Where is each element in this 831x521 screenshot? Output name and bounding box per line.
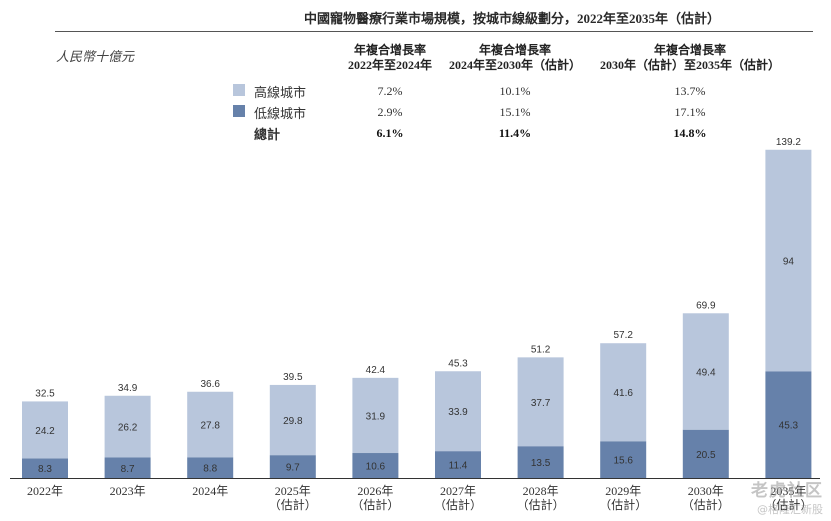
data-label-low-tier: 11.4	[449, 461, 468, 472]
bar-high-tier	[187, 391, 234, 458]
bar-high-tier	[269, 384, 316, 456]
cagr-total-2022-2024: 6.1%	[376, 126, 404, 140]
bar-low-tier	[765, 371, 812, 478]
data-label-low-tier: 45.3	[779, 421, 799, 432]
x-tick-label-year: 2027年	[440, 484, 476, 498]
x-tick-label-note: （估計）	[269, 497, 317, 512]
data-label-high-tier: 37.7	[531, 398, 551, 409]
data-label-high-tier: 49.4	[696, 367, 716, 378]
x-tick-label-year: 2035年	[770, 484, 806, 498]
title-rule	[55, 31, 813, 32]
bar-high-tier	[104, 395, 151, 458]
x-tick-label-note: （估計）	[351, 497, 399, 512]
bar-low-tier	[600, 441, 647, 478]
bar-high-tier	[600, 343, 647, 442]
x-tick-label-note: （估計）	[434, 497, 482, 512]
data-label-high-tier: 31.9	[366, 411, 386, 422]
x-tick-label-year: 2028年	[523, 484, 559, 498]
bar-low-tier	[352, 453, 399, 478]
legend-label-high-tier: 高線城市	[254, 85, 307, 100]
cagr-header-1: 年複合增長率 2022年至2024年	[330, 43, 450, 73]
x-tick-label-year: 2023年	[110, 484, 146, 498]
legend-swatch-high-tier	[233, 84, 245, 96]
cagr-low-2024-2030: 15.1%	[499, 105, 531, 119]
x-tick-label-note: （估計）	[682, 497, 730, 512]
data-label-low-tier: 9.7	[286, 463, 300, 474]
data-label-high-tier: 29.8	[283, 416, 303, 427]
data-label-low-tier: 8.7	[121, 464, 135, 475]
x-tick-label-year: 2025年	[275, 484, 311, 498]
x-tick-label-note: （估計）	[764, 497, 812, 512]
bar-low-tier	[187, 457, 234, 478]
x-tick-label-note: （估計）	[599, 497, 647, 512]
legend-swatch-low-tier	[233, 105, 245, 117]
unit-label: 人民幣十億元	[56, 49, 135, 64]
x-tick-label-note: （估計）	[517, 497, 565, 512]
watermark-main: 老虎社区	[751, 481, 823, 501]
bar-high-tier	[22, 401, 68, 459]
data-label-low-tier: 8.8	[203, 464, 217, 475]
cagr-header-1-line1: 年複合增長率	[353, 43, 426, 57]
data-label-high-tier: 41.6	[613, 388, 633, 399]
watermark-sub: @格隆汇新股	[757, 503, 823, 516]
bar-low-tier	[269, 455, 316, 478]
data-label-high-tier: 94	[783, 257, 795, 268]
bar-high-tier	[517, 357, 564, 447]
x-tick-label-year: 2024年	[192, 484, 228, 498]
data-label-low-tier: 10.6	[366, 462, 386, 473]
bar-low-tier	[435, 451, 481, 478]
cagr-total-2030-2035: 14.8%	[673, 126, 707, 140]
cagr-high-2024-2030: 10.1%	[499, 84, 531, 98]
bar-high-tier	[352, 377, 399, 454]
total-label: 139.2	[776, 137, 801, 148]
bar-high-tier	[682, 313, 729, 430]
data-label-high-tier: 33.9	[448, 407, 468, 418]
cagr-header-1-line2: 2022年至2024年	[347, 58, 432, 72]
cagr-high-2030-2035: 13.7%	[674, 84, 706, 98]
x-tick-label-year: 2026年	[357, 484, 393, 498]
bar-high-tier	[435, 371, 481, 452]
data-label-low-tier: 20.5	[696, 450, 716, 461]
cagr-total-2024-2030: 11.4%	[498, 126, 532, 140]
data-label-low-tier: 13.5	[531, 458, 551, 469]
total-label: 57.2	[613, 330, 633, 341]
x-tick-label-year: 2030年	[688, 484, 724, 498]
total-label: 32.5	[35, 388, 55, 399]
data-label-low-tier: 15.6	[613, 456, 633, 467]
data-label-high-tier: 26.2	[118, 423, 138, 434]
bar-high-tier	[765, 149, 812, 372]
x-tick-label-year: 2022年	[27, 484, 63, 498]
bar-low-tier	[104, 457, 151, 478]
cagr-header-2: 年複合增長率 2024年至2030年（估計）	[440, 43, 590, 73]
total-label: 45.3	[448, 358, 468, 369]
cagr-low-2022-2024: 2.9%	[377, 105, 403, 119]
total-label: 42.4	[366, 365, 386, 376]
bar-low-tier	[22, 458, 68, 478]
chart-title: 中國寵物醫療行業市場規模，按城市線級劃分，2022年至2035年（估計）	[303, 11, 720, 26]
total-label: 69.9	[696, 300, 716, 311]
cagr-header-2-line2: 2024年至2030年（估計）	[448, 58, 581, 72]
total-label: 39.5	[283, 372, 303, 383]
data-label-high-tier: 27.8	[200, 421, 220, 432]
watermark: 老虎社区 @格隆汇新股	[751, 476, 823, 517]
cagr-high-2022-2024: 7.2%	[377, 84, 403, 98]
data-label-high-tier: 24.2	[35, 426, 55, 437]
cagr-header-3-line2: 2030年（估計）至2035年（估計）	[599, 58, 780, 72]
total-label: 34.9	[118, 383, 138, 394]
cagr-header-3-line1: 年複合增長率	[653, 43, 726, 57]
legend-label-low-tier: 低線城市	[254, 106, 307, 121]
bar-low-tier	[517, 446, 564, 478]
bar-low-tier	[682, 429, 729, 478]
total-label: 51.2	[531, 344, 551, 355]
cagr-header-3: 年複合增長率 2030年（估計）至2035年（估計）	[590, 43, 790, 73]
x-tick-label-year: 2029年	[605, 484, 641, 498]
cagr-header-2-line1: 年複合增長率	[478, 43, 551, 57]
total-label: 36.6	[200, 379, 220, 390]
data-label-low-tier: 8.3	[38, 464, 52, 475]
legend-label-total: 總計	[254, 127, 281, 142]
cagr-low-2030-2035: 17.1%	[674, 105, 706, 119]
